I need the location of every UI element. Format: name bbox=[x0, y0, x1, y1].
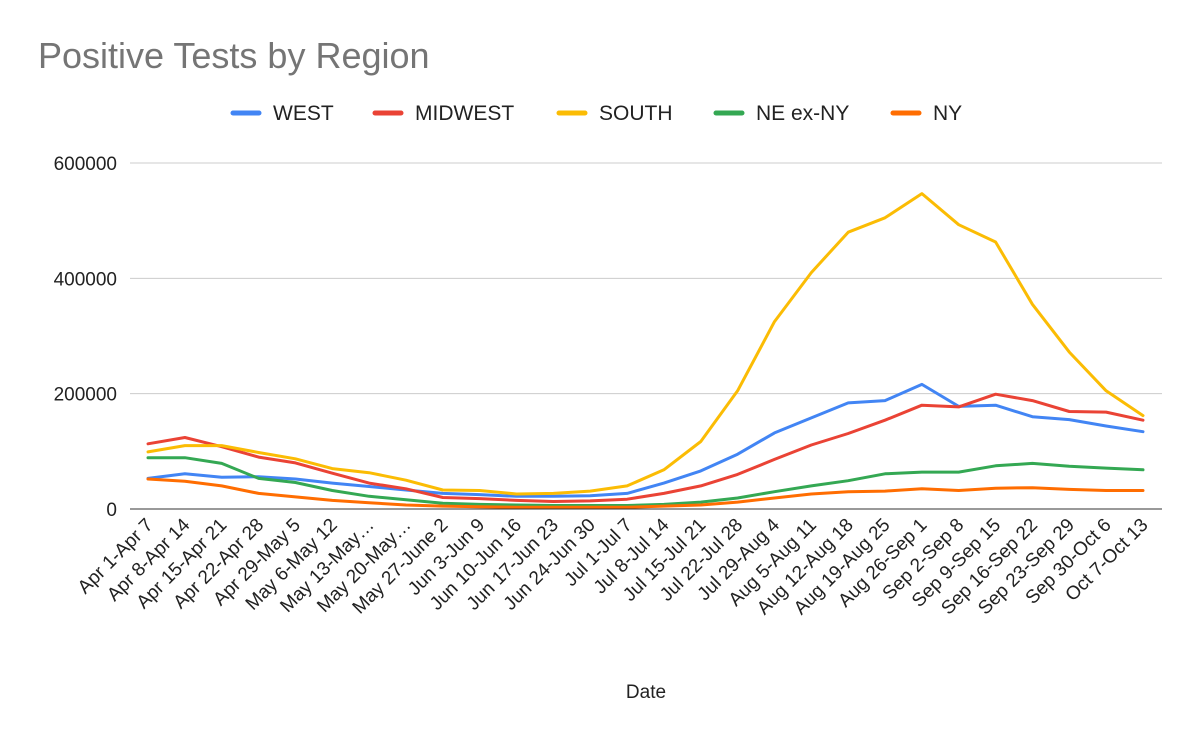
chart-title: Positive Tests by Region bbox=[38, 35, 430, 76]
legend-item-midwest: MIDWEST bbox=[372, 102, 514, 125]
legend-label: WEST bbox=[273, 102, 334, 125]
series-layer bbox=[146, 192, 1145, 509]
legend-item-south: SOUTH bbox=[556, 102, 673, 125]
y-tick-label: 0 bbox=[106, 500, 117, 521]
y-axis-ticks: 0 200000 400000 600000 bbox=[54, 154, 117, 521]
legend-label: MIDWEST bbox=[415, 102, 514, 125]
legend-label: NY bbox=[933, 102, 962, 125]
legend: WEST MIDWEST SOUTH NE ex-NY NY bbox=[230, 102, 962, 125]
series-line-west bbox=[146, 382, 1145, 498]
legend-label: NE ex-NY bbox=[756, 102, 849, 125]
series-line-ny bbox=[146, 477, 1145, 509]
legend-item-west: WEST bbox=[230, 102, 334, 125]
legend-item-ne-ex-ny: NE ex-NY bbox=[713, 102, 849, 125]
legend-item-ny: NY bbox=[890, 102, 962, 125]
y-tick-label: 200000 bbox=[54, 385, 117, 406]
series-line-midwest bbox=[146, 392, 1145, 503]
gridlines bbox=[130, 162, 1162, 395]
series-line-south bbox=[146, 192, 1145, 496]
legend-label: SOUTH bbox=[599, 102, 673, 125]
y-tick-label: 600000 bbox=[54, 154, 117, 175]
x-axis-label: Date bbox=[626, 682, 666, 703]
y-tick-label: 400000 bbox=[54, 269, 117, 290]
series-line-ne-ex-ny bbox=[146, 456, 1145, 507]
